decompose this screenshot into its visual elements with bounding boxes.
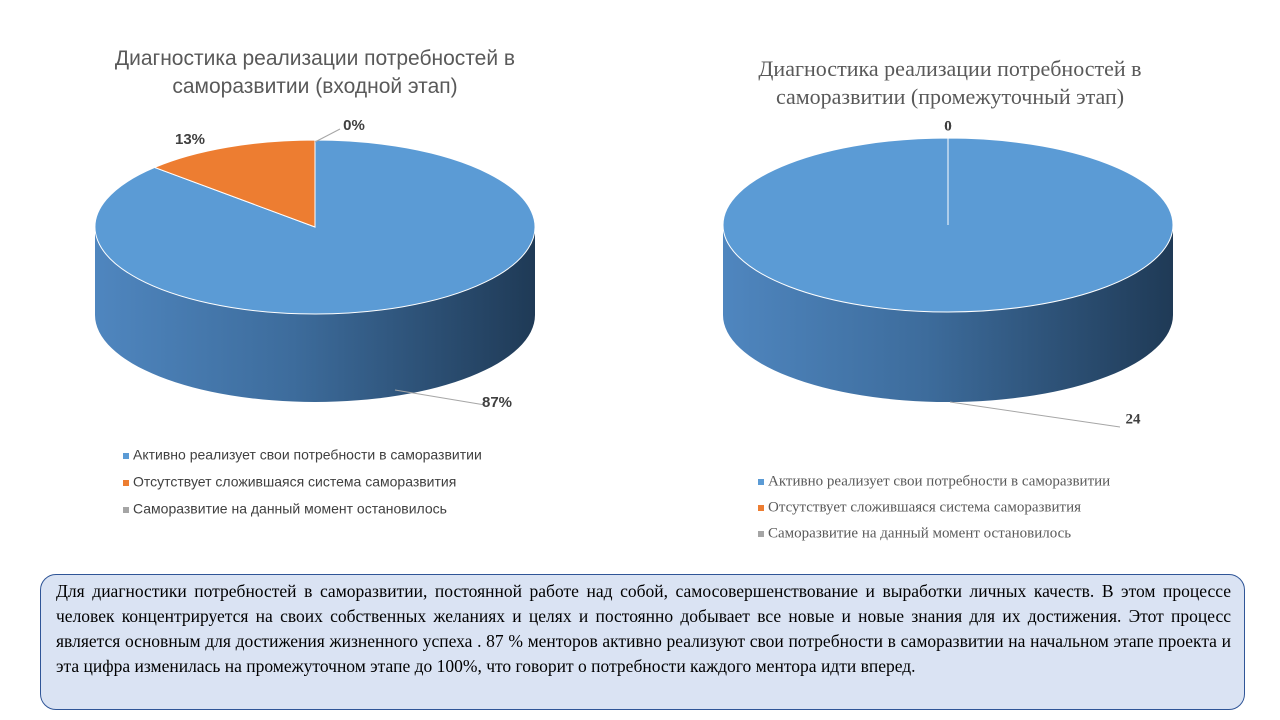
- legend-marker: [123, 507, 129, 513]
- legend-label: Отсутствует сложившаяся система саморазв…: [133, 474, 456, 490]
- legend-marker: [758, 531, 764, 537]
- data-label: 0%: [343, 117, 365, 134]
- data-label: 0: [944, 118, 952, 134]
- data-label: 13%: [175, 131, 205, 148]
- legend-marker: [758, 479, 764, 485]
- data-label: 24: [1126, 411, 1142, 427]
- leader-line: [314, 128, 341, 143]
- legend-label: Активно реализует свои потребности в сам…: [133, 447, 482, 463]
- leader-line: [949, 401, 1121, 428]
- legend-label: Саморазвитие на данный момент остановило…: [768, 525, 1071, 541]
- charts: 87% Активно реализует свои потребности в …: [94, 117, 1174, 541]
- data-label: 0: [944, 118, 952, 134]
- pie-slice: [153, 139, 316, 228]
- legend-marker: [123, 453, 129, 459]
- pie-side: [723, 225, 1173, 402]
- legend-label: Активно реализует свои потребности в сам…: [768, 473, 1110, 489]
- legend-marker: [758, 505, 764, 511]
- legend-label: Саморазвитие на данный момент остановило…: [133, 501, 447, 517]
- chart-title: Диагностика реализации потребностей в са…: [114, 47, 516, 98]
- chart-title: Диагностика реализации потребностей в са…: [758, 56, 1142, 109]
- legend-marker: [123, 480, 129, 486]
- text-box: Для диагностики потребностей в саморазви…: [40, 574, 1245, 710]
- leader-line: [394, 389, 486, 406]
- legend-label: Отсутствует сложившаяся система саморазв…: [768, 499, 1081, 515]
- data-label: 87%: [482, 394, 512, 411]
